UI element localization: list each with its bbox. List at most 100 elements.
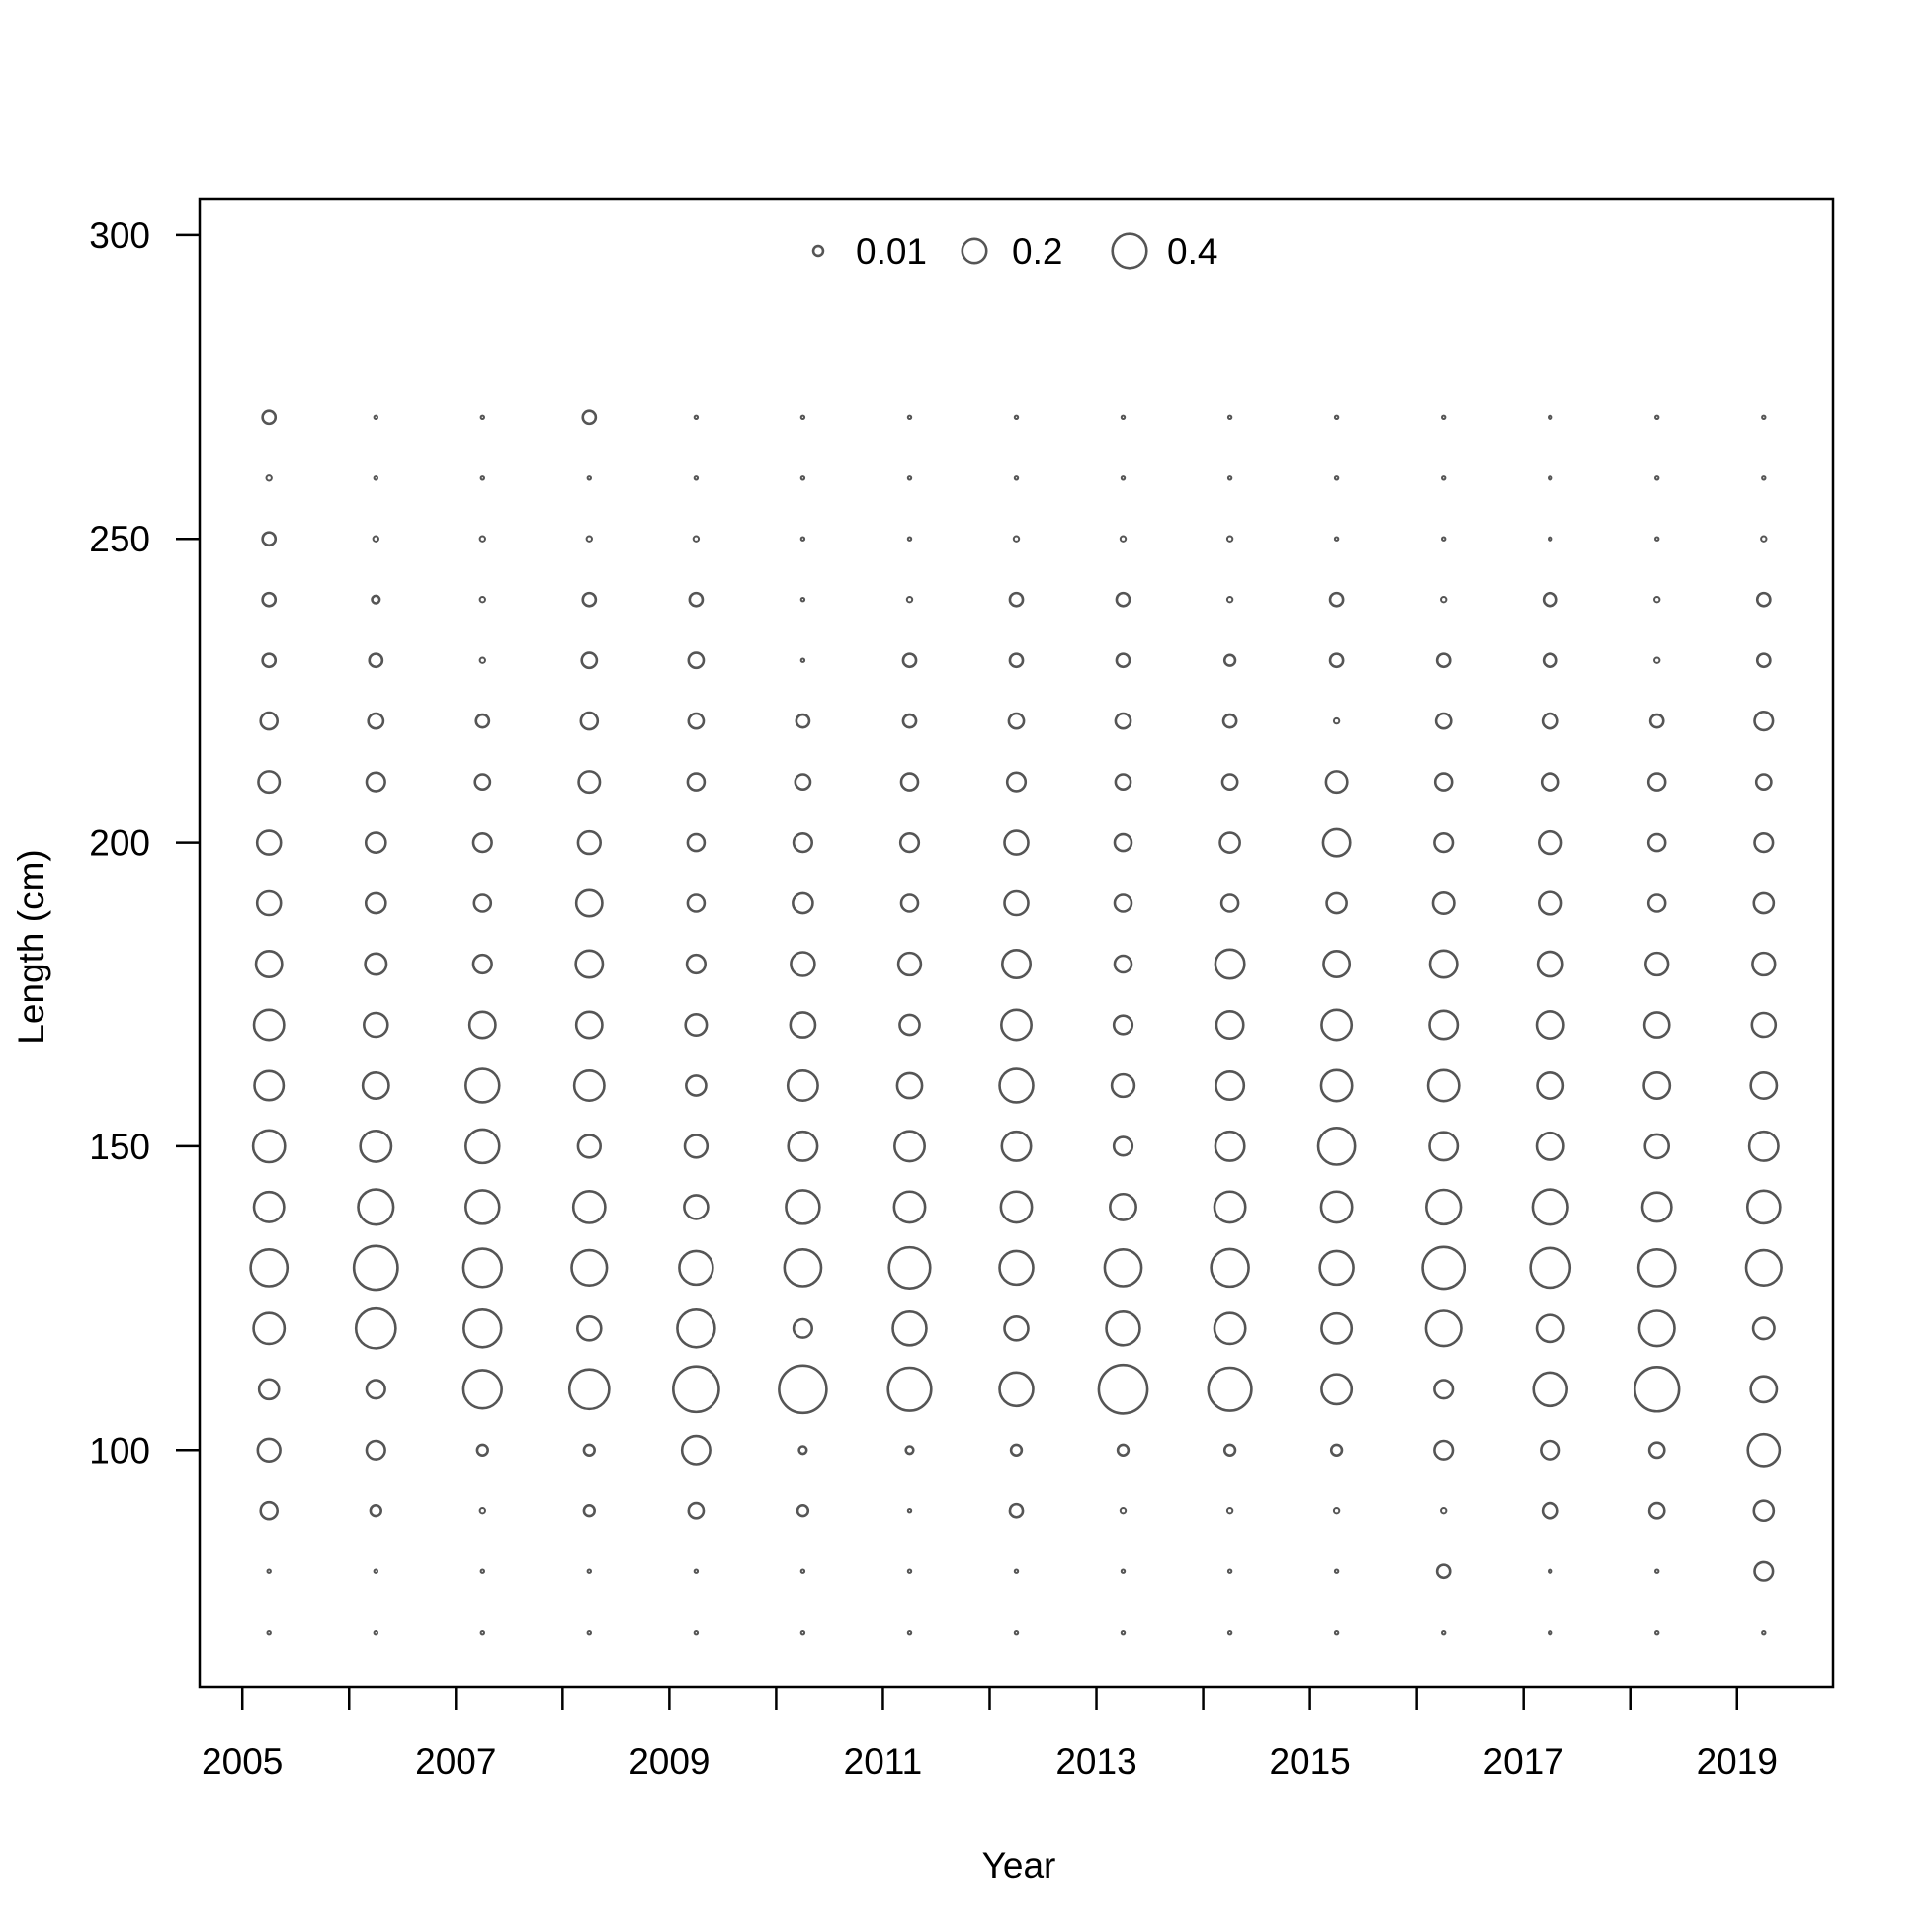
y-tick-label: 100: [89, 1430, 150, 1470]
bubble-point: [1220, 773, 1239, 791]
bubble-point: [796, 1504, 810, 1518]
bubble-point: [257, 770, 282, 795]
legend-label: 0.01: [856, 231, 927, 272]
bubble-point: [369, 1504, 382, 1518]
bubble-point: [898, 831, 921, 854]
bubble-point: [1542, 591, 1558, 608]
x-tick-label: 2005: [202, 1741, 283, 1782]
bubble-point: [1646, 832, 1667, 853]
bubble-point: [1215, 1010, 1245, 1040]
bubble-point: [685, 1074, 708, 1097]
bubble-point: [1648, 713, 1665, 729]
bubble-point: [789, 1011, 817, 1039]
bubble-point: [1540, 772, 1560, 792]
bubble-point: [886, 1366, 933, 1412]
bubble-point: [574, 1010, 604, 1040]
bubble-point: [581, 409, 598, 426]
bubble-point: [676, 1308, 716, 1349]
bubble-point: [364, 891, 387, 915]
bubble-point: [692, 535, 701, 543]
bubble-point: [1538, 829, 1563, 856]
bubble-point: [255, 829, 283, 856]
bubble-point: [1421, 1245, 1466, 1291]
bubble-point: [799, 1630, 806, 1636]
bubble-point: [479, 1630, 485, 1636]
bubble-point: [259, 1500, 279, 1521]
bubble-point: [479, 475, 485, 481]
bubble-point: [1426, 1068, 1461, 1103]
bubble-point: [887, 1245, 932, 1290]
bubble-point: [906, 414, 913, 420]
bubble-point: [1112, 1135, 1134, 1157]
bubble-point: [1531, 1188, 1569, 1226]
bubble-point: [1761, 414, 1767, 420]
bubble-point: [479, 1568, 485, 1574]
bubble-point: [354, 1306, 397, 1350]
bubble-point: [687, 651, 706, 670]
bubble-point: [471, 953, 493, 975]
bubble-point: [1536, 950, 1564, 978]
x-tick-label: 2017: [1483, 1741, 1564, 1782]
bubble-point: [464, 1128, 501, 1165]
bubble-point: [906, 1630, 913, 1636]
bubble-point: [686, 832, 707, 853]
bubble-point: [1333, 1568, 1340, 1574]
bubble-point: [672, 1365, 720, 1414]
bubble-point: [684, 1012, 709, 1038]
bubble-point: [906, 1568, 913, 1574]
bubble-point: [365, 771, 386, 793]
bubble-point: [678, 1249, 714, 1287]
bubble-point: [1654, 1630, 1660, 1636]
bubble-point: [792, 831, 814, 854]
bubble-point: [461, 1369, 503, 1410]
bubble-point: [478, 535, 486, 543]
bubble-point: [1755, 591, 1772, 608]
bubble-point: [1538, 890, 1563, 916]
bubble-point: [1109, 1192, 1137, 1221]
bubble-point: [1219, 893, 1240, 913]
bubble-point: [371, 594, 381, 605]
bubble-point: [256, 1437, 282, 1463]
legend-symbol: [811, 244, 825, 258]
bubble-point: [1325, 891, 1348, 915]
bubble-point: [1435, 652, 1452, 669]
bubble-point: [1115, 591, 1131, 608]
bubble-point: [1431, 890, 1456, 916]
bubble-point: [1548, 1568, 1553, 1574]
bubble-point: [892, 1190, 927, 1224]
bubble-point: [1000, 948, 1032, 979]
y-tick-label: 200: [89, 823, 150, 864]
bubble-point: [471, 831, 493, 854]
bubble-point: [479, 414, 485, 420]
bubble-point: [1535, 1010, 1565, 1040]
bubble-point: [1214, 1130, 1246, 1162]
bubble-point: [778, 1364, 828, 1415]
bubble-point: [251, 1129, 287, 1164]
bubble-point: [1548, 1630, 1553, 1636]
x-axis-title: Year: [982, 1845, 1056, 1886]
bubble-point: [998, 1249, 1035, 1287]
x-tick-label: 2011: [844, 1741, 923, 1782]
bubble-point: [1755, 652, 1772, 669]
bubble-point: [1751, 1316, 1776, 1341]
bubble-point: [1425, 1188, 1463, 1226]
bubble-point: [461, 1247, 503, 1289]
bubble-point: [255, 889, 283, 917]
bubble-point: [1113, 832, 1133, 853]
bubble-point: [586, 475, 592, 481]
bubble-point: [1329, 1443, 1344, 1457]
bubble-point: [1113, 893, 1133, 913]
bubble-point: [1433, 831, 1455, 854]
bubble-point: [1225, 1507, 1234, 1515]
bubble-point: [1003, 1315, 1030, 1342]
bubble-point: [895, 1071, 924, 1100]
bubble-point: [1322, 950, 1352, 978]
bubble-point: [1005, 771, 1028, 793]
bubble-point: [1542, 652, 1558, 669]
bubble-point: [1760, 535, 1768, 543]
bubble-point: [1640, 1191, 1673, 1223]
bubble-point: [783, 1248, 823, 1288]
bubble-point: [1749, 1071, 1779, 1100]
bubble-point: [261, 591, 278, 608]
